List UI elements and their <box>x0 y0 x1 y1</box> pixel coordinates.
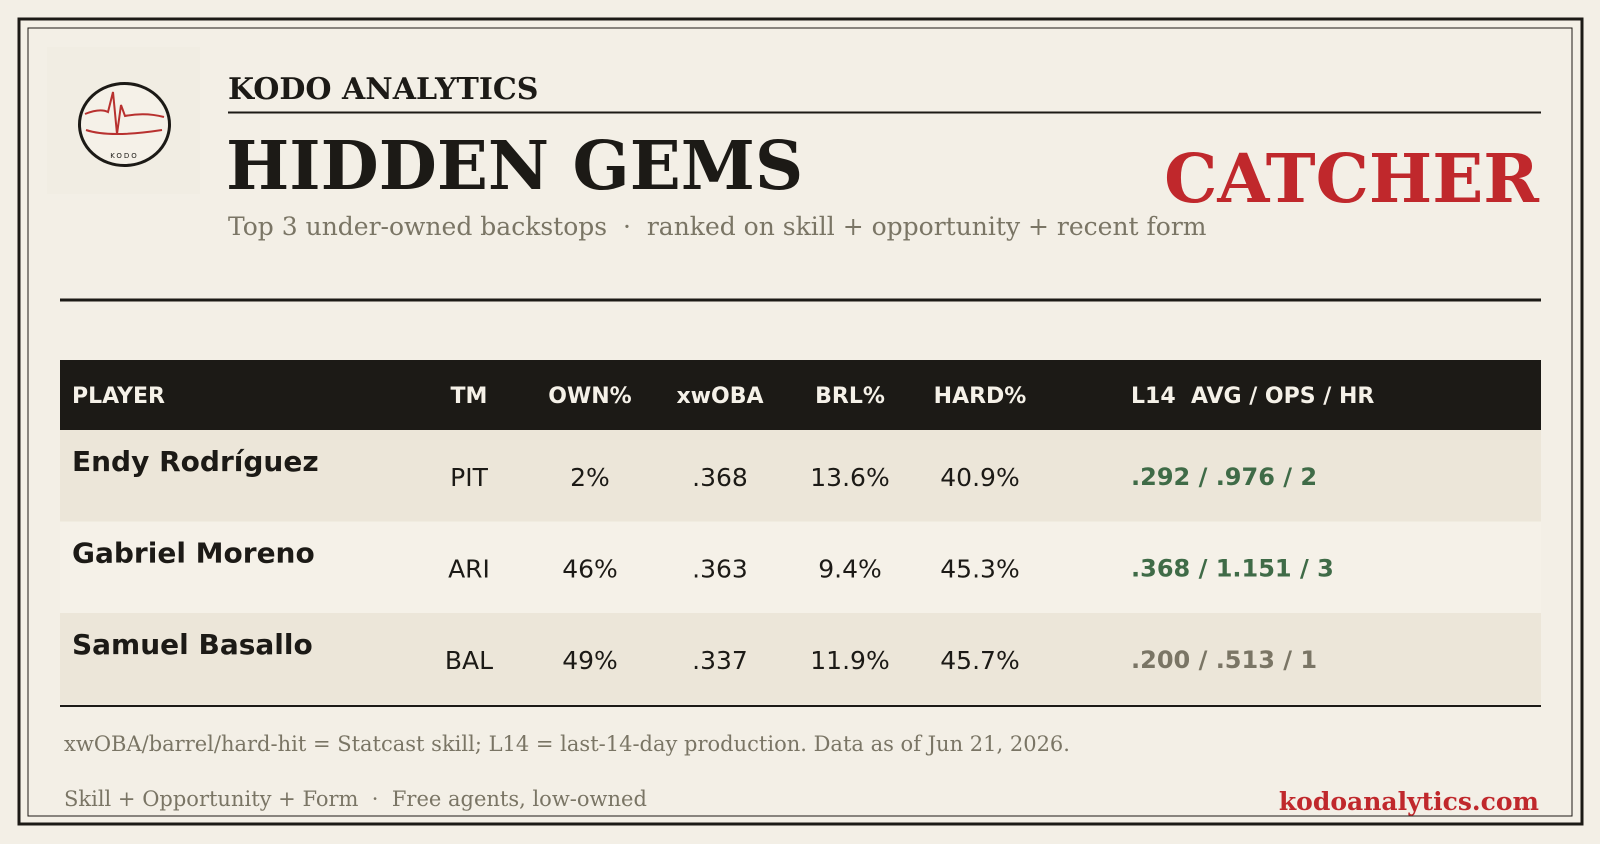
column-header: xwOBA <box>676 384 763 409</box>
table-row <box>60 430 1541 522</box>
table-header <box>60 360 1541 430</box>
cell: 11.9% <box>810 646 889 675</box>
cell: 45.3% <box>940 555 1019 584</box>
brand: KODO ANALYTICS <box>228 72 538 107</box>
cell: PIT <box>450 463 488 492</box>
footnote: xwOBA/barrel/hard-hit = Statcast skill; … <box>64 732 1070 756</box>
column-header: BRL% <box>815 384 885 409</box>
table-row <box>60 521 1541 613</box>
url: kodoanalytics.com <box>1279 787 1539 816</box>
column-header: HARD% <box>934 384 1027 409</box>
tagline: Skill + Opportunity + Form · Free agents… <box>64 787 647 811</box>
cell: 2% <box>570 463 610 492</box>
cell: ARI <box>448 555 490 584</box>
cell: .368 <box>692 463 748 492</box>
l14-stats: .292 / .976 / 2 <box>1131 463 1317 491</box>
logo-ring <box>78 82 171 167</box>
position: CATCHER <box>1164 139 1540 218</box>
cell: .363 <box>692 555 748 584</box>
player-name: Endy Rodríguez <box>72 445 319 478</box>
logo-text: KODO <box>110 152 139 160</box>
title: HIDDEN GEMS <box>226 126 803 205</box>
inner-border <box>27 27 1573 817</box>
table-row <box>60 613 1541 705</box>
outer-border <box>17 17 1584 826</box>
l14-stats: .368 / 1.151 / 3 <box>1131 555 1334 583</box>
cell: BAL <box>445 646 493 675</box>
cell: .337 <box>692 646 748 675</box>
column-header: TM <box>451 384 488 409</box>
cell: 9.4% <box>818 555 882 584</box>
cell: 49% <box>562 646 618 675</box>
logo: KODO <box>47 47 200 194</box>
player-name: Samuel Basallo <box>72 628 313 661</box>
cell: 13.6% <box>810 463 889 492</box>
column-header: OWN% <box>548 384 631 409</box>
l14-stats: .200 / .513 / 1 <box>1131 646 1317 674</box>
table: PLAYER TM OWN% xwOBA BRL% HARD% L14 AVG / OPS … <box>60 360 1541 705</box>
column-header: L14 AVG / OPS / HR <box>1131 384 1374 409</box>
player-name: Gabriel Moreno <box>72 537 315 570</box>
subtitle: Top 3 under-owned backstops · ranked on … <box>228 212 1207 241</box>
cell: 40.9% <box>940 463 1019 492</box>
logo-wave <box>85 129 163 135</box>
cell: 45.7% <box>940 646 1019 675</box>
column-header: PLAYER <box>72 384 165 409</box>
cell: 46% <box>562 555 618 584</box>
